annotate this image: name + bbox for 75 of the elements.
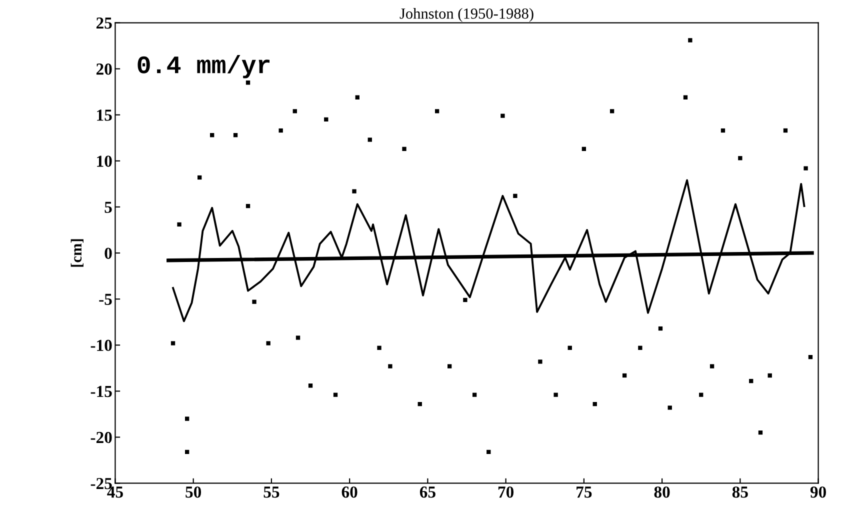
point [808,354,813,360]
point [486,450,491,454]
point [738,156,742,160]
point [688,38,692,42]
point [658,326,663,331]
point [292,109,297,114]
x-tick-label: 85 [732,486,748,498]
y-tick-label: -5 [99,294,112,305]
point [177,222,182,227]
point [296,336,300,340]
point [699,392,704,397]
y-tick-label: 0 [104,248,112,259]
point [472,392,477,397]
point [308,384,313,388]
point [710,364,714,368]
x-tick-label: 75 [576,486,592,498]
x-tick-label: 65 [420,486,436,498]
point [266,341,270,346]
point [768,373,772,378]
point [402,146,406,152]
point [447,364,452,368]
point [610,109,614,114]
point [333,392,338,397]
point [388,364,392,368]
point [592,402,597,406]
point [368,138,372,142]
point [233,133,238,138]
point [638,346,642,350]
point [434,109,440,114]
point [246,80,250,85]
point [622,373,627,378]
point [278,128,283,133]
point [683,95,688,100]
point [758,430,763,435]
y-tick-label: 20 [96,64,112,75]
y-axis-title: [cm] [70,239,84,267]
y-tick-label: 5 [104,202,112,213]
y-tick-label: -20 [90,432,112,444]
point [170,341,176,346]
point [185,416,190,421]
point [210,133,214,138]
y-tick-label: -15 [90,386,112,398]
x-tick-label: 80 [654,486,670,498]
point [720,128,726,133]
chart-title: Johnston (1950-1988) [400,8,534,22]
y-tick-label: 25 [96,18,112,29]
point [804,166,808,170]
point [463,298,468,302]
point [418,402,422,406]
point [538,360,542,364]
point [352,189,356,194]
point [246,204,250,208]
annotation: 0.4 mm/yr [138,55,270,78]
point [198,175,202,180]
point [749,378,754,384]
x-tick-label: 60 [342,486,358,498]
point [783,128,788,133]
point [668,406,672,410]
point [582,146,586,152]
point [355,95,360,100]
x-tick-label: 50 [186,486,202,498]
point [185,450,190,454]
y-tick-label: 15 [97,110,112,121]
x-tick-label: 70 [498,486,514,498]
point [324,117,328,122]
x-tick-label: 90 [810,486,826,498]
point [568,346,572,350]
point [500,114,505,118]
point [513,194,518,198]
y-tick-label: -10 [90,340,112,352]
x-tick-label: 55 [264,486,280,498]
point [377,346,382,350]
point [252,300,256,304]
y-tick-label: 10 [97,156,112,167]
point [554,392,558,397]
